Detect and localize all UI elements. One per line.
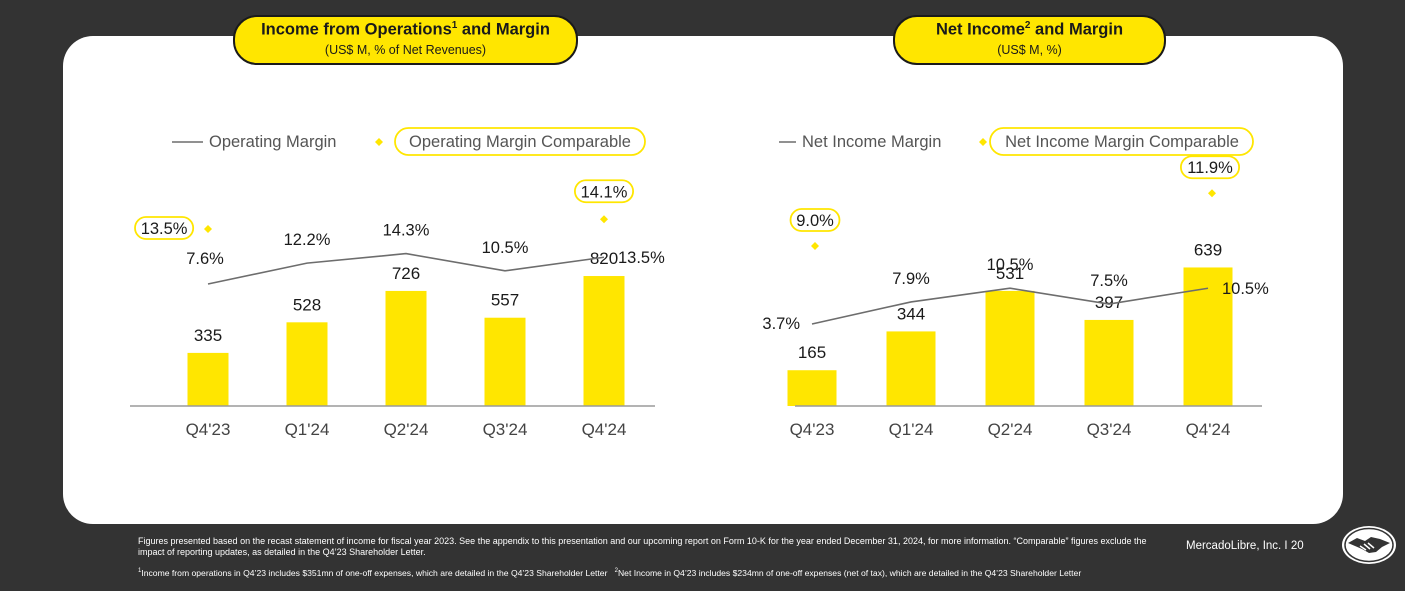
comparable-label-pill [789, 208, 841, 232]
x-tick-label: Q4'23 [186, 420, 231, 439]
comparable-label-pill [574, 179, 635, 204]
chart-subtitle: (US$ M, %) [997, 42, 1062, 57]
bar [583, 276, 625, 406]
footer-disclaimer: Figures presented based on the recast st… [138, 536, 1147, 557]
bar-value-label: 335 [194, 326, 222, 345]
legend-net-income-margin-comparable: Net Income Margin Comparable [1005, 133, 1239, 151]
x-tick-label: Q3'24 [1087, 420, 1132, 439]
margin-line [207, 252, 605, 285]
bar-value-label: 397 [1095, 293, 1123, 312]
comparable-marker [811, 242, 819, 250]
footnote-marker: 1 [138, 568, 142, 574]
x-tick-label: Q2'24 [384, 420, 429, 439]
bar [787, 370, 837, 406]
handshake-logo-icon [1342, 526, 1396, 564]
comparable-marker [204, 225, 212, 233]
x-tick-label: Q1'24 [889, 420, 934, 439]
x-tick-label: Q2'24 [988, 420, 1033, 439]
comparable-label: 11.9% [1187, 159, 1233, 177]
x-tick-label: Q3'24 [483, 420, 528, 439]
legend-net-income-margin: Net Income Margin [802, 133, 941, 151]
bar [484, 317, 526, 406]
bar [187, 352, 229, 406]
legend-operating-margin-comparable: Operating Margin Comparable [409, 133, 631, 151]
bar-value-label: 528 [293, 295, 321, 314]
margin-line-label: 14.3% [383, 222, 430, 240]
comparable-label: 13.5% [141, 220, 188, 238]
x-tick-label: Q1'24 [285, 420, 330, 439]
x-tick-label: Q4'24 [1186, 420, 1231, 439]
legend-pill-outline [394, 127, 646, 156]
margin-line-label: 10.5% [482, 239, 529, 257]
footnote-2: Net Income in Q4’23 includes $234mn of o… [617, 567, 1082, 578]
bar [886, 331, 936, 406]
margin-line-label: 3.7% [762, 315, 800, 333]
margin-line-label: 7.9% [892, 270, 930, 288]
comparable-label: 14.1% [581, 183, 628, 201]
margin-line-label: 10.5% [1222, 280, 1269, 298]
bar-value-label: 820 [590, 249, 618, 268]
comparable-label-pill [1180, 155, 1241, 180]
chart-title-income-from-operations: Income from Operations1 and Margin (US$ … [233, 15, 578, 65]
comparable-marker [600, 215, 608, 224]
legend-pill-outline [989, 127, 1254, 156]
x-tick-label: Q4'23 [790, 420, 835, 439]
legend-operating-margin: Operating Margin [209, 133, 336, 151]
bar-value-label: 726 [392, 264, 420, 283]
comparable-label-pill [134, 216, 195, 240]
bar-value-label: 165 [798, 343, 826, 362]
bar [286, 322, 328, 406]
footnote-ref: 2 [1024, 20, 1031, 31]
footnote-1: Income from operations in Q4’23 includes… [141, 567, 608, 578]
legend-marker-swatch [979, 138, 987, 146]
content-card [63, 36, 1343, 524]
legend-marker-swatch [375, 138, 383, 146]
x-tick-label: Q4'24 [582, 420, 627, 439]
bar-value-label: 557 [491, 291, 519, 310]
chart-title-net-income: Net Income2 and Margin (US$ M, %) [893, 15, 1166, 65]
chart-subtitle: (US$ M, % of Net Revenues) [324, 42, 487, 57]
comparable-marker [1208, 189, 1216, 198]
bar-value-label: 531 [996, 264, 1024, 283]
bar-value-label: 344 [897, 304, 925, 323]
bar [1084, 319, 1134, 406]
brand-page-number: MercadoLibre, Inc. I 20 [1186, 540, 1304, 552]
footnote-marker: 2 [614, 568, 618, 574]
plot-income-from-operations: 335 528 726 557 820 Q4'23 Q1'24 Q2'24 Q3'24 Q4'24… [130, 179, 665, 439]
margin-line-label: 10.5% [987, 256, 1034, 274]
footnote-ref: 1 [451, 20, 458, 31]
bar [985, 290, 1035, 406]
title-text: Net Income [935, 20, 1025, 39]
margin-line [811, 287, 1209, 325]
bar-value-label: 639 [1194, 240, 1222, 259]
title-text-rest: and Margin [1030, 20, 1124, 39]
comparable-label: 9.0% [796, 212, 834, 230]
title-text-rest: and Margin [457, 20, 550, 39]
margin-line-label: 7.5% [1090, 272, 1128, 290]
plot-net-income: 165 344 531 397 639 Q4'23 Q1'24 Q2'24 Q3'24 Q4'24… [762, 155, 1269, 439]
title-text: Income from Operations [261, 20, 452, 39]
margin-line-label: 13.5% [618, 249, 665, 267]
margin-line-label: 7.6% [186, 250, 224, 268]
bar [385, 290, 427, 406]
margin-line-label: 12.2% [284, 231, 331, 249]
footer-footnotes: 1Income from operations in Q4’23 include… [138, 566, 1288, 579]
